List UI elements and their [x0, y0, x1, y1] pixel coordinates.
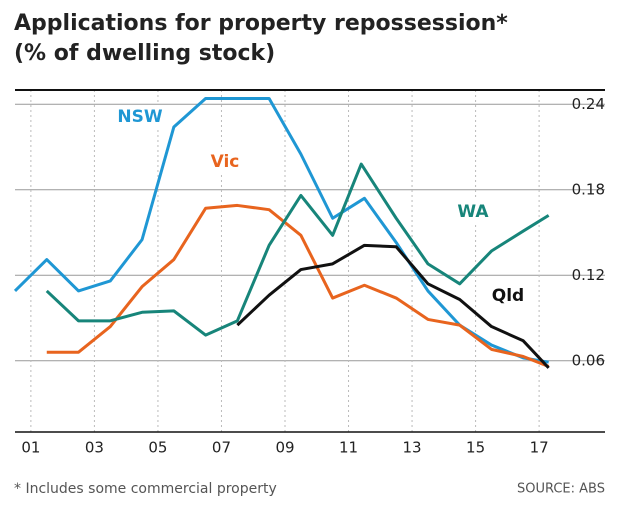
x-tick-label: 09: [275, 439, 294, 457]
label-bg: [116, 105, 164, 129]
label-bg: [201, 150, 249, 174]
chart-title: Applications for property repossession*: [14, 11, 508, 36]
y-tick-label: 0.12: [572, 266, 605, 284]
x-tick-label: 05: [148, 439, 167, 457]
x-tick-label: 07: [212, 439, 231, 457]
x-tick-label: 15: [466, 439, 485, 457]
x-tick-label: 17: [530, 439, 549, 457]
x-tick-label: 03: [85, 439, 104, 457]
footnote: * Includes some commercial property: [14, 481, 277, 497]
label-bg: [449, 200, 497, 224]
series-line: [13, 97, 549, 364]
series-line: [46, 203, 550, 368]
label-bg: [484, 284, 532, 308]
legend-label: NSW: [117, 107, 162, 127]
x-tick-label: 13: [403, 439, 422, 457]
y-tick-label: 0.06: [572, 351, 605, 369]
chart-subtitle: (% of dwelling stock): [14, 41, 275, 66]
y-tick-label: 0.18: [572, 180, 605, 198]
legend-label: Vic: [211, 152, 240, 172]
y-tick-label: 0.24: [572, 95, 605, 113]
legend-label: WA: [457, 202, 489, 222]
series-line: [236, 243, 550, 369]
series-line: [45, 162, 550, 337]
x-tick-label: 01: [21, 439, 40, 457]
source: SOURCE: ABS: [517, 482, 605, 497]
legend-label: Qld: [492, 286, 524, 306]
x-tick-label: 11: [339, 439, 358, 457]
